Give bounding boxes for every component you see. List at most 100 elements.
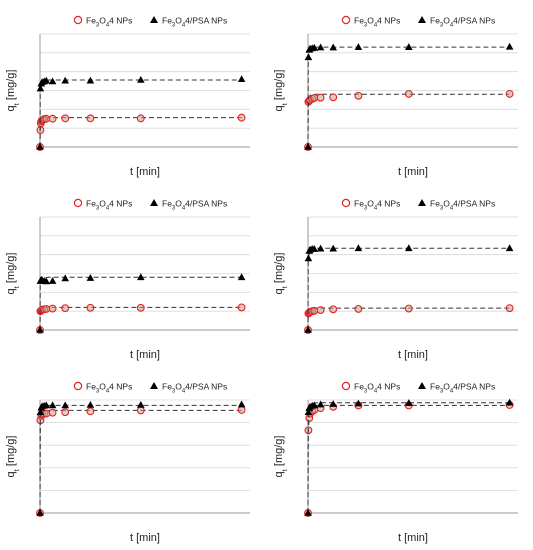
data-point <box>86 274 95 281</box>
circle-marker-icon <box>341 381 351 391</box>
x-axis-label: t [min] <box>130 349 160 361</box>
data-point <box>136 303 145 312</box>
x-axis-label: t [min] <box>398 532 428 544</box>
data-point <box>61 304 70 313</box>
series-psa <box>304 244 514 333</box>
fit-curve <box>39 409 242 514</box>
data-point <box>329 400 337 407</box>
data-point <box>86 114 95 123</box>
data-point <box>329 305 338 314</box>
legend-item-psa: Fe3O44/PSA NPs <box>150 16 227 29</box>
circle-marker-icon <box>341 15 351 25</box>
fit-curve <box>307 404 510 514</box>
fit-curve <box>39 79 242 148</box>
data-point <box>237 75 246 82</box>
panel-e: t [min] qt [mg/g] Fe3O44 NPs Fe3O44/PSA NPs <box>5 381 250 544</box>
y-axis-label: qt [mg/g] <box>273 70 289 112</box>
legend-label: Fe3O44/PSA NPs <box>162 199 227 212</box>
series-fe3o4 <box>304 304 514 334</box>
fit-curve <box>307 93 510 148</box>
data-point <box>316 306 325 314</box>
triangle-marker-icon <box>418 199 426 206</box>
y-axis-label: qt [mg/g] <box>273 436 289 478</box>
data-point <box>237 113 246 122</box>
triangle-marker-icon <box>150 199 158 206</box>
data-point <box>48 401 57 409</box>
data-point <box>304 53 313 61</box>
legend-item-fe3o4: Fe3O44 NPs <box>341 15 400 29</box>
data-point <box>137 273 145 281</box>
data-point <box>310 43 319 51</box>
data-point <box>86 303 95 312</box>
legend-label: Fe3O44 NPs <box>86 199 132 212</box>
data-point <box>61 408 70 417</box>
data-point <box>42 277 51 285</box>
data-point <box>48 77 57 85</box>
data-point <box>354 399 363 407</box>
fit-curve <box>39 404 242 514</box>
legend-item-fe3o4: Fe3O44 NPs <box>73 198 132 212</box>
legend-item-psa: Fe3O44/PSA NPs <box>418 16 495 29</box>
y-axis-label: qt [mg/g] <box>5 253 21 295</box>
series-psa <box>304 398 514 516</box>
series-psa <box>36 273 246 333</box>
panel-b: t [min] qt [mg/g] Fe3O44 NPs Fe3O44/PSA NPs <box>273 15 518 178</box>
data-point <box>42 76 51 84</box>
data-point <box>405 43 413 50</box>
data-point <box>48 304 57 313</box>
data-point <box>405 399 413 406</box>
y-axis-label: qt [mg/g] <box>5 436 21 478</box>
data-point <box>36 326 44 333</box>
legend-label: Fe3O44 NPs <box>354 16 400 29</box>
data-point <box>61 76 69 84</box>
panel-f: t [min] qt [mg/g] Fe3O44 NPs Fe3O44/PSA NPs <box>273 381 518 544</box>
data-point <box>310 306 319 315</box>
data-point <box>304 143 312 150</box>
data-point <box>136 406 145 415</box>
y-axis-label: qt [mg/g] <box>5 70 21 112</box>
data-point <box>237 303 246 312</box>
legend-label: Fe3O44/PSA NPs <box>162 16 227 29</box>
x-axis-label: t [min] <box>130 166 160 178</box>
data-point <box>36 408 45 416</box>
data-point <box>505 42 514 50</box>
fit-curve <box>307 247 510 331</box>
data-point <box>237 273 246 281</box>
legend-item-fe3o4: Fe3O44 NPs <box>73 381 132 395</box>
legend-item-psa: Fe3O44/PSA NPs <box>418 199 495 212</box>
data-point <box>505 398 514 406</box>
series-psa <box>36 400 246 516</box>
data-point <box>36 509 44 516</box>
panel-c: t [min] qt [mg/g] Fe3O44 NPs Fe3O44/PSA NPs <box>5 198 250 361</box>
data-point <box>405 244 413 252</box>
data-point <box>86 407 95 416</box>
circle-marker-icon <box>73 198 83 208</box>
triangle-marker-icon <box>418 382 426 389</box>
data-point <box>354 43 363 50</box>
legend-item-psa: Fe3O44/PSA NPs <box>418 382 495 395</box>
series-fe3o4 <box>304 89 514 151</box>
circle-marker-icon <box>73 381 83 391</box>
legend-label: Fe3O44/PSA NPs <box>430 382 495 395</box>
data-point <box>354 244 363 252</box>
legend-item-psa: Fe3O44/PSA NPs <box>150 382 227 395</box>
y-axis-label: qt [mg/g] <box>273 253 289 295</box>
data-point <box>61 401 69 409</box>
legend-label: Fe3O44/PSA NPs <box>430 199 495 212</box>
data-point <box>86 400 95 408</box>
legend-label: Fe3O44 NPs <box>86 16 132 29</box>
data-point <box>316 400 325 408</box>
data-point <box>354 304 363 313</box>
data-point <box>310 401 319 409</box>
legend-label: Fe3O44/PSA NPs <box>430 16 495 29</box>
data-point <box>404 89 413 98</box>
legend-item-fe3o4: Fe3O44 NPs <box>73 16 132 29</box>
fit-curve <box>307 402 510 514</box>
data-point <box>304 408 313 416</box>
data-point <box>329 93 338 102</box>
triangle-marker-icon <box>150 382 158 389</box>
data-point <box>316 93 325 102</box>
data-point <box>36 143 44 150</box>
series-psa <box>36 75 246 150</box>
